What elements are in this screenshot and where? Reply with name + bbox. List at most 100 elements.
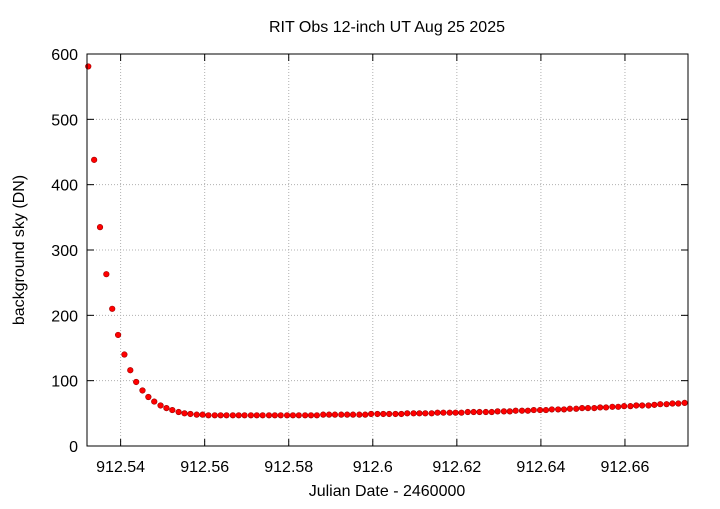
data-point: [121, 351, 128, 358]
data-point: [476, 408, 483, 416]
data-point: [163, 405, 170, 412]
y-tick-labels: 0 100 200 300 400 500 600: [51, 47, 78, 456]
data-point: [302, 412, 309, 419]
data-point: [356, 411, 363, 418]
data-point: [199, 411, 206, 418]
data-point: [512, 407, 519, 414]
data-points: [85, 63, 688, 419]
data-point: [253, 412, 260, 419]
data-point: [602, 404, 610, 411]
data-point: [524, 407, 531, 414]
y-tick-label: 200: [51, 308, 78, 325]
data-point: [320, 411, 327, 418]
data-point: [404, 410, 411, 417]
data-point: [578, 405, 586, 412]
y-tick-label: 300: [51, 243, 78, 260]
data-point: [500, 408, 508, 415]
data-point: [115, 331, 122, 339]
data-point: [482, 408, 489, 416]
x-tick-labels: 912.54 912.56 912.58 912.6 912.62 912.64 912.6…: [96, 459, 649, 476]
data-point: [506, 408, 513, 415]
data-point: [398, 410, 405, 418]
data-point: [380, 410, 387, 418]
data-point: [96, 224, 104, 231]
data-point: [573, 405, 580, 412]
data-point: [560, 406, 568, 413]
x-tick-label: 912.54: [96, 459, 145, 476]
data-point: [548, 406, 555, 413]
data-point: [675, 400, 682, 407]
data-point: [277, 412, 284, 419]
data-point: [591, 405, 598, 412]
data-point: [247, 412, 255, 419]
data-point: [434, 409, 441, 416]
data-point: [175, 408, 182, 416]
data-point: [362, 411, 369, 418]
data-point: [584, 405, 592, 412]
x-tick-label: 912.64: [516, 459, 565, 476]
x-tick-label: 912.62: [432, 459, 481, 476]
data-point: [139, 387, 146, 394]
y-tick-label: 500: [51, 112, 78, 129]
data-point: [181, 410, 188, 417]
data-point: [325, 411, 333, 418]
chart-title: RIT Obs 12-inch UT Aug 25 2025: [269, 19, 505, 36]
data-point: [169, 406, 176, 414]
y-axis-title: background sky (DN): [11, 175, 28, 325]
data-point: [85, 63, 92, 70]
data-point: [651, 401, 658, 408]
data-point: [223, 412, 230, 419]
data-point: [211, 412, 218, 419]
plot-frame: [86, 53, 689, 447]
axis-ticks: [87, 53, 688, 447]
data-point: [217, 412, 224, 419]
data-point: [193, 411, 200, 418]
data-point: [283, 412, 291, 419]
data-point: [633, 402, 640, 409]
data-point: [657, 401, 664, 408]
data-point: [458, 409, 465, 416]
data-point: [368, 410, 375, 418]
data-point: [392, 410, 399, 418]
data-point: [127, 367, 134, 374]
data-point: [621, 403, 628, 410]
data-point: [627, 403, 634, 410]
data-point: [145, 393, 152, 401]
data-point: [103, 271, 110, 278]
data-point: [530, 406, 537, 414]
data-point: [133, 378, 140, 386]
data-point: [536, 406, 544, 414]
data-point: [271, 412, 278, 419]
data-point: [338, 411, 345, 418]
data-point: [289, 412, 297, 419]
x-axis-title: Julian Date - 2460000: [309, 483, 466, 500]
data-point: [344, 411, 351, 418]
data-point: [422, 410, 429, 417]
data-point: [464, 408, 471, 416]
data-point: [518, 407, 526, 414]
data-point: [494, 408, 501, 415]
x-tick-label: 912.56: [180, 459, 229, 476]
data-point: [663, 401, 670, 408]
x-tick-label: 912.58: [264, 459, 313, 476]
data-point: [440, 409, 447, 416]
data-point: [386, 410, 393, 418]
data-point: [349, 411, 357, 418]
x-tick-label: 912.6: [353, 459, 393, 476]
y-tick-label: 400: [51, 178, 78, 195]
data-point: [259, 412, 266, 419]
data-point: [681, 399, 688, 406]
data-point: [374, 410, 381, 418]
data-point: [313, 412, 320, 419]
data-point: [566, 405, 574, 412]
data-point: [295, 412, 302, 419]
y-tick-label: 100: [51, 374, 78, 391]
data-point: [488, 408, 495, 416]
data-point: [669, 400, 676, 407]
data-point: [639, 402, 646, 409]
data-point: [235, 412, 242, 419]
data-point: [542, 406, 550, 414]
y-tick-label: 0: [69, 439, 78, 456]
